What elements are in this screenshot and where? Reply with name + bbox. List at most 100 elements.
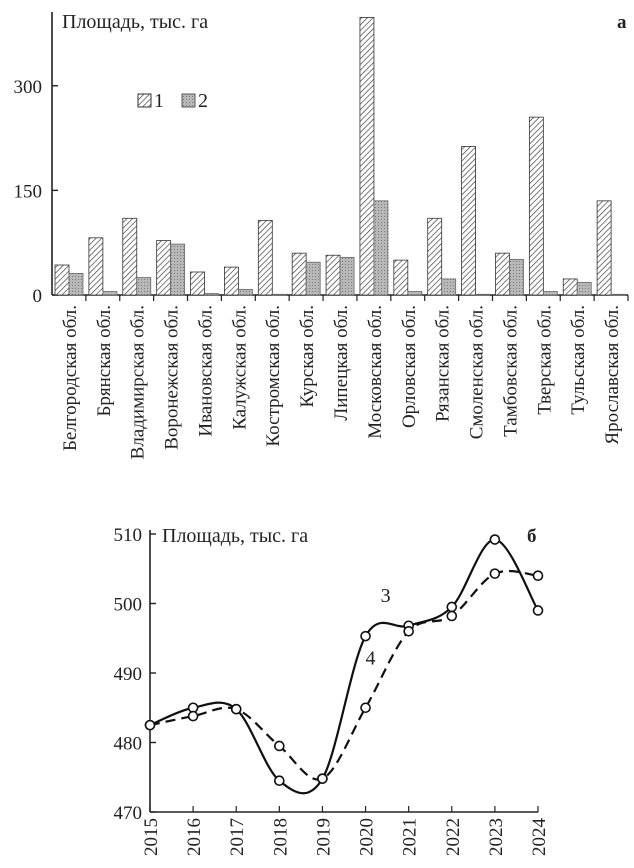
line-series-4 (149, 569, 539, 781)
bar-chart-category-label: Ивановская обл. (195, 305, 216, 437)
line-point-series-3 (446, 601, 458, 613)
line-point-series-4 (230, 703, 242, 715)
bar-series-1 (461, 146, 476, 296)
bar-chart-category-label: Тульская обл. (568, 305, 589, 415)
line-point-series-4 (446, 610, 458, 622)
line-point-series-3 (274, 775, 285, 787)
line-point-series-4 (403, 625, 414, 637)
bar-series-1 (325, 254, 341, 296)
line-chart-ylabel: Площадь, тыс. га (162, 525, 308, 547)
line-chart-x-tick-label: 2022 (443, 818, 464, 856)
bar-chart-category-label: Смоленская обл. (467, 305, 488, 439)
line-chart-x-tick-label: 2016 (184, 818, 205, 856)
bar-series-1 (257, 219, 273, 296)
bar-series-1 (495, 252, 510, 296)
bar-chart-ylabel: Площадь, тыс. га (62, 11, 208, 33)
line-point-series-3 (489, 534, 501, 545)
bar-series-2 (136, 277, 152, 296)
bar-chart-category-label: Ярославская обл. (602, 305, 623, 445)
bar-series-2 (407, 291, 423, 296)
line-point-series-4 (317, 773, 328, 784)
bar-series-2 (305, 261, 321, 296)
bar-chart-y-tick-label: 300 (14, 77, 43, 98)
line-chart-panel-letter: б (527, 526, 537, 547)
bar-series-1 (427, 217, 443, 296)
bar-series-2 (102, 291, 118, 296)
line-chart-x-tick-label: 2015 (141, 818, 162, 856)
legend-swatch-series-1 (137, 93, 152, 108)
line-point-series-3 (532, 605, 544, 616)
bar-chart-category-label: Калужская обл. (229, 305, 250, 430)
line-chart-y-tick-label: 470 (114, 803, 143, 824)
line-chart-x-tick-label: 2023 (486, 818, 507, 856)
line-chart-x-tick-label: 2020 (357, 818, 378, 856)
legend-swatch-series-2 (181, 93, 196, 108)
bar-series-2 (271, 293, 287, 296)
line-point-series-4 (360, 702, 371, 714)
line-chart-panel: Площадь, тыс. га б 470 480 490 500 510 2015 20… (114, 525, 551, 856)
bar-series-2 (542, 291, 558, 296)
bar-chart-category-label: Орловская обл. (399, 305, 420, 428)
bar-chart-panel-letter: а (617, 12, 627, 33)
bar-series-2 (610, 293, 626, 296)
line-chart-y-tick-label: 510 (114, 525, 143, 546)
line-series-label-4: 4 (366, 648, 376, 670)
bar-chart-category-label: Тверская обл. (534, 305, 555, 415)
bar-chart-category-label: Московская обл. (365, 305, 386, 439)
bar-series-2 (509, 259, 524, 296)
line-chart-x-tick-label: 2019 (313, 818, 334, 856)
line-point-series-4 (274, 740, 285, 752)
bar-series-1 (291, 252, 307, 296)
line-point-series-4 (489, 568, 501, 579)
bar-series-1 (224, 266, 239, 296)
line-point-series-4 (144, 719, 156, 731)
legend-label-series-1: 1 (154, 90, 164, 112)
bar-chart-panel: Площадь, тыс. га а 1 2 0 150 300 Белгородск… (14, 11, 629, 459)
bar-chart-category-label: Белгородская обл. (60, 305, 81, 451)
bar-series-2 (373, 200, 389, 296)
bar-chart-category-label: Тамбовская обл. (500, 305, 521, 437)
line-series-3 (149, 538, 539, 795)
bar-series-1 (122, 217, 138, 296)
bar-chart-category-label: Костромская обл. (263, 305, 284, 447)
bar-series-1 (528, 116, 544, 296)
bar-series-2 (68, 272, 84, 296)
bar-series-2 (339, 256, 355, 296)
bar-series-2 (475, 293, 490, 296)
bar-chart-category-label: Воронежская обл. (162, 305, 183, 450)
bar-series-1 (596, 200, 612, 296)
bar-series-2 (576, 282, 592, 296)
bar-series-1 (393, 259, 409, 296)
bar-series-1 (156, 240, 172, 296)
line-chart-y-tick-label: 490 (114, 664, 143, 685)
line-series-label-3: 3 (381, 585, 391, 607)
bar-chart-category-label: Липецкая обл. (331, 305, 352, 421)
line-point-series-4 (187, 710, 199, 722)
line-chart-x-tick-label: 2018 (270, 818, 291, 856)
line-chart-x-tick-label: 2017 (227, 818, 248, 856)
line-chart-x-tick-label: 2021 (400, 818, 421, 856)
bar-series-1 (190, 271, 205, 296)
legend-label-series-2: 2 (198, 90, 208, 112)
line-chart-x-tick-label: 2024 (529, 818, 550, 857)
bar-chart-category-label: Брянская обл. (94, 305, 115, 417)
bar-series-2 (204, 293, 219, 296)
bar-series-2 (238, 289, 253, 296)
line-point-series-4 (532, 570, 544, 582)
bar-series-1 (54, 264, 70, 296)
bar-chart-category-label: Рязанская обл. (433, 305, 454, 422)
bar-series-1 (562, 278, 578, 296)
bar-chart-category-label: Владимирская обл. (128, 305, 149, 459)
bar-chart-y-tick-label: 150 (14, 181, 43, 202)
bar-series-2 (441, 278, 457, 296)
bar-chart-legend: 1 2 (137, 90, 208, 112)
bar-series-1 (88, 237, 104, 296)
bar-chart-y-tick-label: 0 (33, 286, 43, 307)
bar-chart-category-label: Курская обл. (297, 305, 318, 407)
line-chart-y-tick-label: 480 (114, 734, 143, 755)
line-chart-y-tick-label: 500 (114, 595, 143, 616)
bar-series-1 (359, 16, 375, 296)
line-point-series-3 (360, 630, 371, 642)
bar-series-2 (170, 243, 186, 296)
